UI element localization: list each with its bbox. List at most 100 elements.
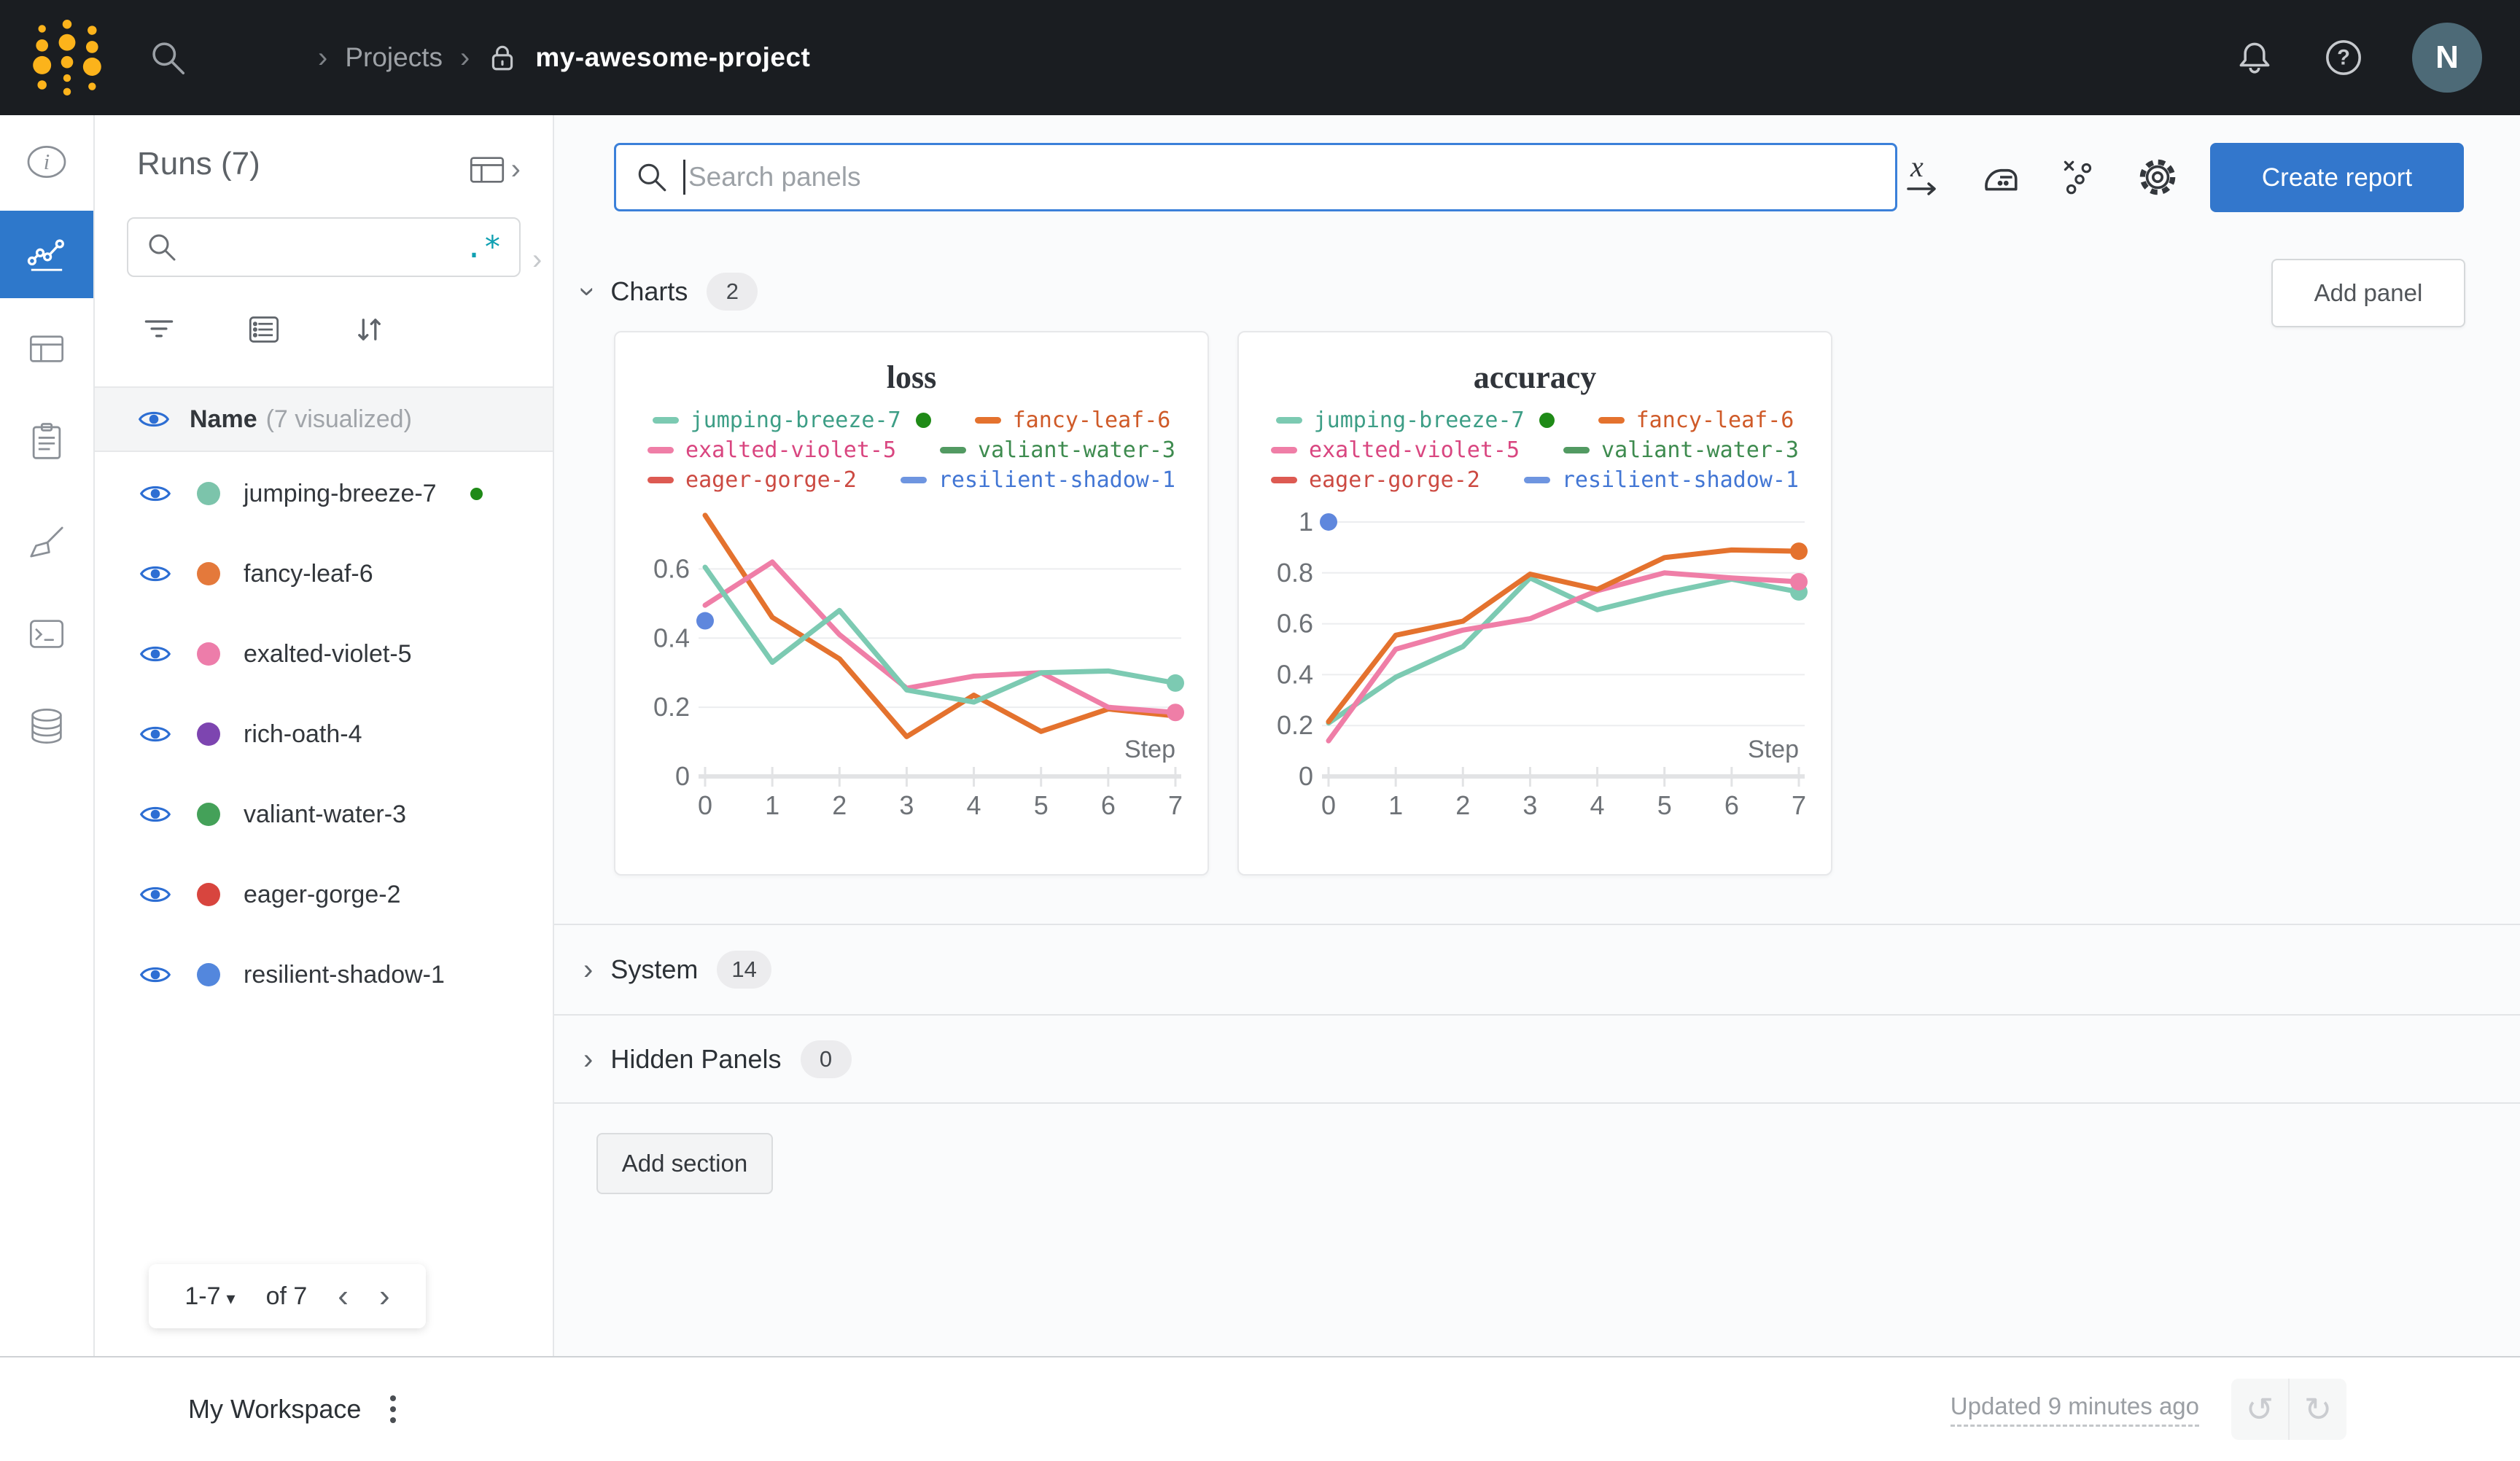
section-label[interactable]: Charts	[610, 276, 688, 306]
sidebar-item-launch-terminal[interactable]	[0, 591, 93, 677]
series-endpoint-fancy-leaf-6	[1790, 542, 1808, 561]
create-report-button[interactable]: Create report	[2210, 143, 2464, 212]
left-icon-rail: i	[0, 115, 95, 1357]
run-name[interactable]: exalted-violet-5	[244, 639, 412, 668]
undo-icon[interactable]: ↺	[2245, 1390, 2274, 1428]
chevron-down-icon[interactable]: ›	[572, 287, 604, 297]
loss-line-chart[interactable]: 0 0.2 0.4 0.6 0 1 2 3 4 5 6 7 Step	[636, 496, 1187, 838]
legend-run-name: eager-gorge-2	[685, 467, 857, 493]
legend-row: jumping-breeze-7 fancy-leaf-6	[652, 408, 1170, 433]
runs-search-input[interactable]: .*	[127, 217, 521, 277]
settings-gear-icon[interactable]	[2135, 155, 2180, 200]
breadcrumb-projects-link[interactable]: Projects	[345, 42, 443, 72]
sort-icon[interactable]	[353, 313, 385, 346]
redo-icon[interactable]: ↻	[2303, 1390, 2333, 1428]
section-label[interactable]: Hidden Panels	[610, 1043, 782, 1074]
sidebar-item-overview[interactable]: i	[0, 119, 93, 205]
page-total: of 7	[265, 1282, 308, 1310]
legend-item-resilient-shadow-1[interactable]: resilient-shadow-1	[1523, 467, 1799, 493]
sidebar-item-sweeps[interactable]	[0, 499, 93, 585]
section-label[interactable]: System	[610, 954, 699, 984]
x-tick-label: 0	[698, 790, 712, 820]
legend-item-valiant-water-3[interactable]: valiant-water-3	[940, 437, 1175, 463]
chevron-right-icon[interactable]: ›	[583, 954, 594, 986]
visibility-eye-icon[interactable]	[140, 643, 171, 665]
run-name[interactable]: resilient-shadow-1	[244, 960, 445, 989]
x-tick-label: 6	[1101, 790, 1116, 820]
regex-toggle-icon[interactable]: .*	[464, 229, 502, 265]
page-range-dropdown[interactable]: 1-7 ▾	[184, 1282, 235, 1311]
svg-text:i: i	[44, 149, 50, 174]
run-row-fancy-leaf-6[interactable]: fancy-leaf-6	[95, 534, 553, 614]
workspace-menu-kebab-icon[interactable]	[390, 1395, 397, 1423]
avatar[interactable]: N	[2412, 23, 2482, 93]
legend-item-eager-gorge-2[interactable]: eager-gorge-2	[648, 467, 857, 493]
legend-item-valiant-water-3[interactable]: valiant-water-3	[1563, 437, 1799, 463]
collapse-sidebar-chevron-icon[interactable]: ›	[532, 244, 542, 276]
chart-panel-loss[interactable]: loss jumping-breeze-7 fancy-leaf-6 exalted…	[614, 331, 1209, 876]
smoothing-iron-icon[interactable]	[1978, 155, 2023, 200]
run-name[interactable]: jumping-breeze-7	[244, 479, 437, 507]
run-row-eager-gorge-2[interactable]: eager-gorge-2	[95, 854, 553, 935]
visibility-eye-icon[interactable]	[139, 408, 169, 430]
x-tick-label: 1	[765, 790, 779, 820]
runs-column-name[interactable]: Name	[190, 405, 257, 433]
x-axis-settings-icon[interactable]: x	[1902, 155, 1942, 200]
section-header-system[interactable]: › System 14	[554, 925, 2520, 1014]
visibility-eye-icon[interactable]	[140, 803, 171, 825]
breadcrumb-project-name[interactable]: my-awesome-project	[535, 42, 811, 72]
run-row-resilient-shadow-1[interactable]: resilient-shadow-1	[95, 935, 553, 1015]
legend-item-jumping-breeze-7[interactable]: jumping-breeze-7	[1275, 408, 1555, 433]
visibility-eye-icon[interactable]	[140, 884, 171, 905]
run-row-valiant-water-3[interactable]: valiant-water-3	[95, 774, 553, 854]
search-panels-input[interactable]: Search panels	[614, 143, 1897, 211]
chart-panel-accuracy[interactable]: accuracy jumping-breeze-7 fancy-leaf-6 exa…	[1237, 331, 1832, 876]
visibility-eye-icon[interactable]	[140, 483, 171, 504]
legend-item-exalted-violet-5[interactable]: exalted-violet-5	[1271, 437, 1520, 463]
legend-swatch-icon	[940, 447, 967, 453]
sidebar-item-runs-table[interactable]	[0, 305, 93, 391]
run-row-jumping-breeze-7[interactable]: jumping-breeze-7	[95, 453, 553, 534]
visibility-eye-icon[interactable]	[140, 723, 171, 745]
legend-item-fancy-leaf-6[interactable]: fancy-leaf-6	[974, 408, 1170, 433]
legend-item-resilient-shadow-1[interactable]: resilient-shadow-1	[900, 467, 1175, 493]
run-name[interactable]: valiant-water-3	[244, 800, 406, 828]
sidebar-item-artifacts-database[interactable]	[0, 683, 93, 769]
workspace-name[interactable]: My Workspace	[188, 1394, 362, 1424]
search-icon	[146, 231, 178, 263]
run-row-exalted-violet-5[interactable]: exalted-violet-5	[95, 614, 553, 694]
run-row-rich-oath-4[interactable]: rich-oath-4	[95, 694, 553, 774]
next-page-chevron-icon[interactable]: ›	[378, 1278, 390, 1314]
legend-swatch-icon	[900, 477, 927, 483]
section-header-hidden-panels[interactable]: › Hidden Panels 0	[554, 1016, 2520, 1102]
prev-page-chevron-icon[interactable]: ‹	[338, 1278, 349, 1314]
run-name[interactable]: eager-gorge-2	[244, 880, 401, 908]
section-header-charts[interactable]: › Charts 2	[554, 259, 2520, 324]
x-tick-label: 5	[1034, 790, 1049, 820]
chevron-right-icon[interactable]: ›	[583, 1043, 594, 1075]
y-tick-label: 0	[1299, 761, 1313, 791]
updated-timestamp[interactable]: Updated 9 minutes ago	[1950, 1392, 2199, 1427]
global-search-icon[interactable]	[149, 39, 187, 77]
visibility-eye-icon[interactable]	[140, 964, 171, 986]
group-list-icon[interactable]	[248, 315, 280, 344]
filter-icon[interactable]	[143, 315, 175, 344]
accuracy-line-chart[interactable]: 0 0.2 0.4 0.6 0.8 1 0 1 2 3 4 5 6 7 Step	[1259, 496, 1811, 838]
y-tick-label: 0.4	[1277, 659, 1313, 689]
legend-item-jumping-breeze-7[interactable]: jumping-breeze-7	[652, 408, 931, 433]
add-section-button[interactable]: Add section	[596, 1133, 773, 1194]
legend-item-fancy-leaf-6[interactable]: fancy-leaf-6	[1598, 408, 1794, 433]
notifications-bell-icon[interactable]	[2234, 37, 2275, 78]
legend-item-exalted-violet-5[interactable]: exalted-violet-5	[648, 437, 896, 463]
add-panel-button[interactable]: Add panel	[2271, 259, 2465, 327]
wandb-logo-icon[interactable]	[31, 20, 104, 96]
visibility-eye-icon[interactable]	[140, 563, 171, 585]
legend-item-eager-gorge-2[interactable]: eager-gorge-2	[1271, 467, 1480, 493]
help-icon[interactable]: ?	[2323, 37, 2364, 78]
sidebar-item-workspace-charts[interactable]	[0, 211, 93, 298]
open-runs-table-button[interactable]: ›	[469, 153, 521, 186]
run-name[interactable]: rich-oath-4	[244, 720, 362, 748]
sidebar-item-logs[interactable]	[0, 399, 93, 485]
run-name[interactable]: fancy-leaf-6	[244, 559, 373, 588]
outliers-scatter-icon[interactable]	[2058, 156, 2100, 198]
